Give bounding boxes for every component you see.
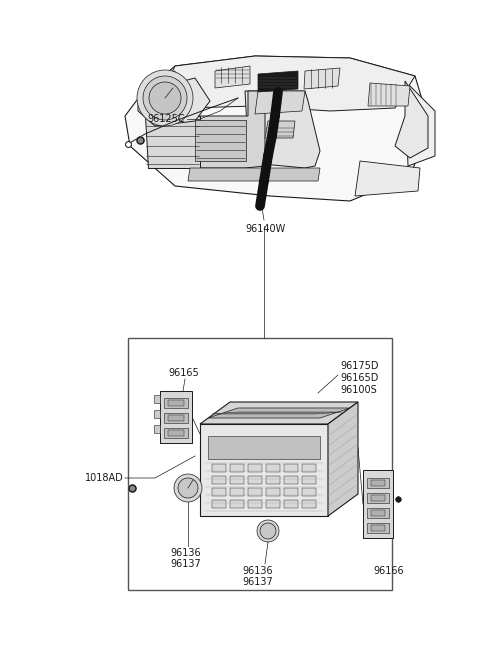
Polygon shape [200,424,328,516]
Bar [212,500,226,508]
Bar [164,413,188,423]
Bar [367,523,389,533]
Bar [266,464,280,472]
Bar [168,415,184,421]
Polygon shape [125,56,430,201]
Bar [367,508,389,518]
Bar [367,478,389,488]
Bar [168,400,184,406]
Bar [248,500,262,508]
Polygon shape [190,91,265,168]
Bar [164,398,188,408]
Bar [367,493,389,503]
Bar [230,500,244,508]
Bar [284,476,298,484]
Text: 96136: 96136 [243,566,273,576]
Circle shape [143,76,187,120]
Bar [302,464,316,472]
Text: 96175D: 96175D [340,361,379,371]
Circle shape [260,523,276,539]
Bar [284,500,298,508]
Bar [160,391,192,443]
Circle shape [178,478,198,498]
Polygon shape [200,402,358,424]
Text: 96136: 96136 [170,548,201,558]
Text: 96137: 96137 [242,577,274,587]
Polygon shape [265,121,295,138]
Polygon shape [138,78,210,126]
Text: 96165: 96165 [168,368,199,378]
Bar [248,488,262,496]
Bar [266,500,280,508]
Polygon shape [215,66,250,88]
Polygon shape [148,71,175,111]
Bar [128,338,392,590]
Bar [371,480,385,486]
Bar [168,430,184,436]
Bar [212,488,226,496]
Text: 1018AD: 1018AD [85,473,124,483]
Polygon shape [395,81,428,158]
Bar [284,464,298,472]
Polygon shape [195,120,246,161]
Bar [266,476,280,484]
Polygon shape [258,71,298,92]
Polygon shape [165,56,415,111]
Text: 96137: 96137 [170,559,201,569]
Bar [266,488,280,496]
Bar [154,395,160,403]
Polygon shape [212,412,342,414]
Polygon shape [328,402,358,516]
Polygon shape [145,116,200,168]
Bar [302,500,316,508]
Bar [284,488,298,496]
Bar [248,464,262,472]
Bar [363,470,393,538]
Text: 96165D: 96165D [340,373,378,383]
Bar [230,464,244,472]
Bar [212,476,226,484]
Bar [371,495,385,501]
Polygon shape [355,161,420,196]
Polygon shape [368,83,410,106]
Bar [230,488,244,496]
Bar [154,410,160,418]
Polygon shape [245,91,320,168]
Bar [371,510,385,516]
Bar [212,464,226,472]
Polygon shape [255,91,305,114]
Bar [302,476,316,484]
Polygon shape [208,408,350,418]
Bar [302,488,316,496]
Circle shape [174,474,202,502]
Circle shape [149,82,181,114]
Text: 96125C: 96125C [147,114,185,124]
Bar [154,425,160,433]
Bar [248,476,262,484]
Bar [230,476,244,484]
Text: 96140W: 96140W [246,224,286,234]
Polygon shape [208,436,320,459]
Polygon shape [188,168,320,181]
Bar [164,428,188,438]
Polygon shape [304,68,340,89]
Circle shape [257,520,279,542]
Circle shape [137,70,193,126]
Text: 96100S: 96100S [340,385,377,395]
Text: 96166: 96166 [373,566,404,576]
Polygon shape [405,81,435,166]
Bar [371,525,385,531]
